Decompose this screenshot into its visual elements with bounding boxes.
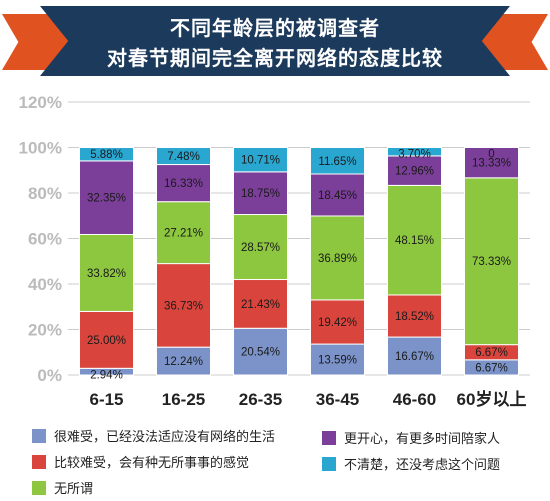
- title-banner-panel: [40, 6, 510, 76]
- x-category-label-6: 60岁以上: [457, 389, 527, 409]
- bar-segment-4-1: [310, 343, 365, 376]
- data-label-4-1: 13.59%: [318, 355, 357, 367]
- data-label-3-1: 20.54%: [241, 347, 280, 359]
- data-label-4-2: 19.42%: [318, 317, 357, 329]
- bar-segment-1-5: [79, 147, 134, 162]
- data-label-1-4: 32.35%: [87, 193, 126, 205]
- y-tick-label-6: 120%: [19, 93, 62, 112]
- data-label-3-5: 10.71%: [241, 155, 280, 167]
- legend-label-3: 无所谓: [54, 482, 94, 497]
- legend-swatch-5: [322, 456, 336, 471]
- legend-item-5: 不清楚，还没考虑这个问题: [322, 454, 500, 473]
- bar-segment-1-3: [79, 233, 134, 312]
- data-label-1-1: 2.94%: [90, 369, 123, 381]
- legend-item-3: 无所谓: [32, 478, 93, 497]
- data-label-1-3: 33.82%: [87, 268, 126, 280]
- legend-label-1: 很难受，已经没法适应没有网络的生活: [54, 430, 276, 445]
- data-label-1-2: 25.00%: [87, 335, 126, 347]
- bar-segment-2-2: [156, 263, 211, 348]
- bar-segment-2-4: [156, 164, 211, 203]
- bar-segment-2-5: [156, 147, 211, 166]
- y-tick-label-0: 0%: [37, 366, 62, 385]
- legend-swatch-4: [322, 430, 336, 445]
- chart-title-line-2: 对春节期间完全离开网络的态度比较: [107, 46, 443, 70]
- bar-segment-4-2: [310, 299, 365, 345]
- legend-item-4: 更开心，有更多时间陪家人: [322, 428, 500, 447]
- data-label-2-4: 16.33%: [164, 178, 203, 190]
- legend-label-2: 比较难受，会有种无所事事的感觉: [54, 456, 250, 471]
- chart-legend: 很难受，已经没法适应没有网络的生活 比较难受，会有种无所事事的感觉 无所谓 更开…: [0, 418, 550, 501]
- bar-segment-4-4: [310, 173, 365, 217]
- bar-segment-5-5: [387, 147, 442, 157]
- data-label-4-5: 11.65%: [318, 156, 356, 168]
- x-category-label-4: 36-45: [316, 390, 359, 409]
- legend-swatch-2: [32, 454, 46, 469]
- bar-segment-2-1: [156, 346, 211, 376]
- legend-label-5: 不清楚，还没考虑这个问题: [344, 458, 501, 473]
- bar-segment-5-2: [387, 294, 442, 338]
- data-label-1-5: 5.88%: [90, 149, 123, 161]
- data-label-6-1: 6.67%: [475, 362, 508, 374]
- data-label-6-5: 0: [488, 149, 494, 161]
- data-label-4-3: 36.89%: [318, 253, 357, 265]
- bar-segment-4-5: [310, 147, 365, 175]
- data-label-2-3: 27.21%: [164, 228, 203, 240]
- data-label-5-3: 48.15%: [395, 235, 434, 247]
- title-banner: 不同年龄层的被调查者 对春节期间完全离开网络的态度比较: [0, 0, 550, 88]
- data-label-5-5: 3.70%: [398, 149, 431, 161]
- bar-segment-1-2: [79, 310, 134, 369]
- y-tick-label-4: 80%: [28, 184, 62, 203]
- data-label-3-2: 21.43%: [241, 299, 280, 311]
- bar-segment-5-3: [387, 184, 442, 296]
- bar-segment-5-1: [387, 336, 442, 376]
- y-tick-label-5: 100%: [19, 139, 62, 158]
- y-tick-label-1: 20%: [28, 321, 62, 340]
- x-category-label-2: 16-25: [162, 390, 205, 409]
- data-label-2-5: 7.48%: [167, 151, 200, 163]
- data-label-6-3: 73.33%: [472, 256, 511, 268]
- bar-segment-3-1: [233, 327, 288, 376]
- data-label-2-2: 36.73%: [164, 300, 203, 312]
- data-label-3-4: 18.75%: [241, 188, 280, 200]
- data-label-6-2: 6.67%: [475, 347, 508, 359]
- legend-item-2: 比较难受，会有种无所事事的感觉: [32, 452, 249, 471]
- data-label-6-4: 13.33%: [472, 158, 511, 170]
- y-tick-label-2: 40%: [28, 275, 62, 294]
- data-label-4-4: 18.45%: [318, 190, 357, 202]
- legend-swatch-1: [32, 428, 46, 443]
- data-label-5-1: 16.67%: [395, 351, 434, 363]
- x-category-label-5: 46-60: [393, 390, 436, 409]
- stacked-bar-chart: 0% 20% 40% 60% 80% 100% 120% 2.94% 25.00% 33.82% 3…: [19, 93, 530, 409]
- bar-segment-6-3: [464, 177, 519, 346]
- legend-swatch-3: [32, 480, 46, 495]
- data-label-3-3: 28.57%: [241, 242, 280, 254]
- data-label-5-4: 12.96%: [395, 166, 434, 178]
- data-label-5-2: 18.52%: [395, 311, 434, 323]
- data-label-2-1: 12.24%: [164, 356, 203, 368]
- legend-label-4: 更开心，有更多时间陪家人: [344, 432, 501, 447]
- legend-item-1: 很难受，已经没法适应没有网络的生活: [32, 426, 275, 445]
- y-tick-label-3: 60%: [28, 230, 62, 249]
- chart-title-line-1: 不同年龄层的被调查者: [170, 16, 380, 40]
- bar-segment-1-4: [79, 160, 134, 235]
- bar-segment-6-4: [464, 147, 519, 179]
- bar-segment-4-3: [310, 215, 365, 301]
- bar-segment-5-4: [387, 155, 442, 186]
- x-category-label-3: 26-35: [239, 390, 282, 409]
- bar-segment-3-5: [233, 147, 288, 173]
- x-category-label-1: 6-15: [89, 390, 123, 409]
